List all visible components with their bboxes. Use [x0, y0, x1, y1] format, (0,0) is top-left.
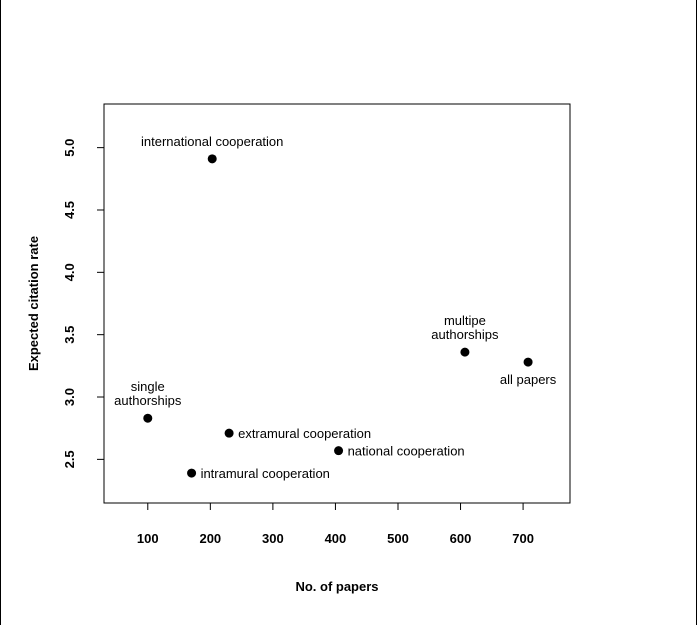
x-tick-label: 300 — [262, 531, 284, 546]
point-label: authorships — [431, 327, 499, 342]
x-tick-label: 700 — [512, 531, 534, 546]
x-tick-label: 200 — [199, 531, 221, 546]
data-point — [143, 413, 153, 423]
y-tick-label: 5.0 — [62, 139, 77, 157]
axes: 100 200 300 400 500 600 700 2.5 3.0 3.5 4.0 4.5 5.0 N… — [26, 103, 571, 594]
data-point — [523, 357, 533, 367]
point-label: multipe — [444, 313, 486, 328]
point-label: all papers — [500, 372, 557, 387]
x-axis-label: No. of papers — [295, 579, 378, 594]
x-tick-label: 600 — [450, 531, 472, 546]
data-point — [334, 446, 344, 456]
data-point — [187, 468, 197, 478]
y-axis-label: Expected citation rate — [26, 236, 41, 371]
x-tick-label: 500 — [387, 531, 409, 546]
point-label: intramural cooperation — [201, 466, 330, 481]
x-tick-label: 400 — [325, 531, 347, 546]
data-point — [460, 347, 470, 357]
point-label: extramural cooperation — [238, 426, 371, 441]
x-tick-label: 100 — [137, 531, 159, 546]
y-tick-label: 3.5 — [62, 326, 77, 344]
data-point — [224, 428, 234, 438]
y-tick-label: 3.0 — [62, 388, 77, 406]
point-label: single — [131, 379, 165, 394]
point-label: international cooperation — [141, 134, 283, 149]
data-point — [207, 154, 217, 164]
plot-box — [103, 103, 571, 504]
point-label: authorships — [114, 393, 182, 408]
y-tick-label: 4.5 — [62, 201, 77, 219]
data-points — [143, 154, 533, 478]
point-label: national cooperation — [348, 444, 465, 459]
y-tick-label: 2.5 — [62, 450, 77, 468]
y-tick-label: 4.0 — [62, 263, 77, 281]
